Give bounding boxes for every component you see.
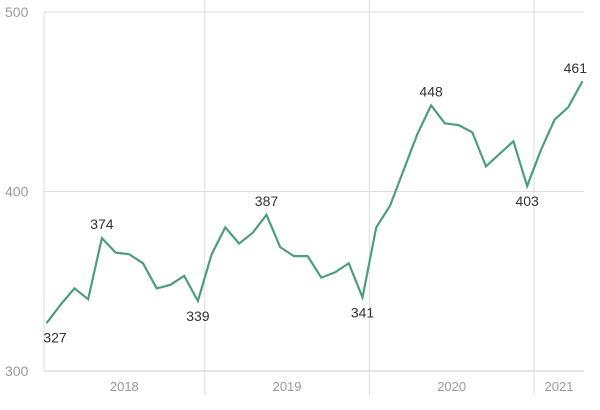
data-label: 374 bbox=[90, 216, 114, 232]
x-tick-label: 2020 bbox=[437, 379, 466, 394]
y-tick-label: 300 bbox=[5, 363, 29, 379]
data-label: 341 bbox=[351, 304, 375, 320]
series-line bbox=[45, 80, 584, 324]
data-label: 448 bbox=[419, 83, 443, 99]
x-tick-label: 2021 bbox=[545, 379, 574, 394]
data-label: 461 bbox=[564, 60, 588, 76]
data-label: 387 bbox=[255, 193, 279, 209]
data-label: 403 bbox=[515, 193, 539, 209]
y-tick-label: 400 bbox=[5, 184, 29, 200]
data-label: 327 bbox=[43, 330, 67, 346]
x-tick-label: 2019 bbox=[273, 379, 302, 394]
x-tick-label: 2018 bbox=[110, 379, 139, 394]
data-label: 339 bbox=[186, 308, 210, 324]
y-tick-label: 500 bbox=[5, 4, 29, 20]
